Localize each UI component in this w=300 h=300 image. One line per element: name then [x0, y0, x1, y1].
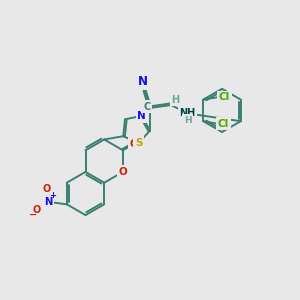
Text: S: S: [135, 138, 142, 148]
Text: Cl: Cl: [219, 92, 230, 102]
Text: O: O: [43, 184, 51, 194]
Text: N: N: [44, 197, 52, 207]
Text: O: O: [33, 205, 41, 215]
Text: N: N: [137, 111, 146, 121]
Text: NH: NH: [179, 108, 196, 118]
Text: C: C: [143, 101, 151, 112]
Text: −: −: [28, 209, 37, 220]
Text: H: H: [184, 116, 191, 124]
Text: +: +: [49, 191, 56, 200]
Text: O: O: [118, 167, 127, 177]
Text: N: N: [138, 75, 148, 88]
Text: H: H: [172, 94, 180, 105]
Text: O: O: [129, 139, 138, 149]
Text: Cl: Cl: [218, 118, 229, 129]
